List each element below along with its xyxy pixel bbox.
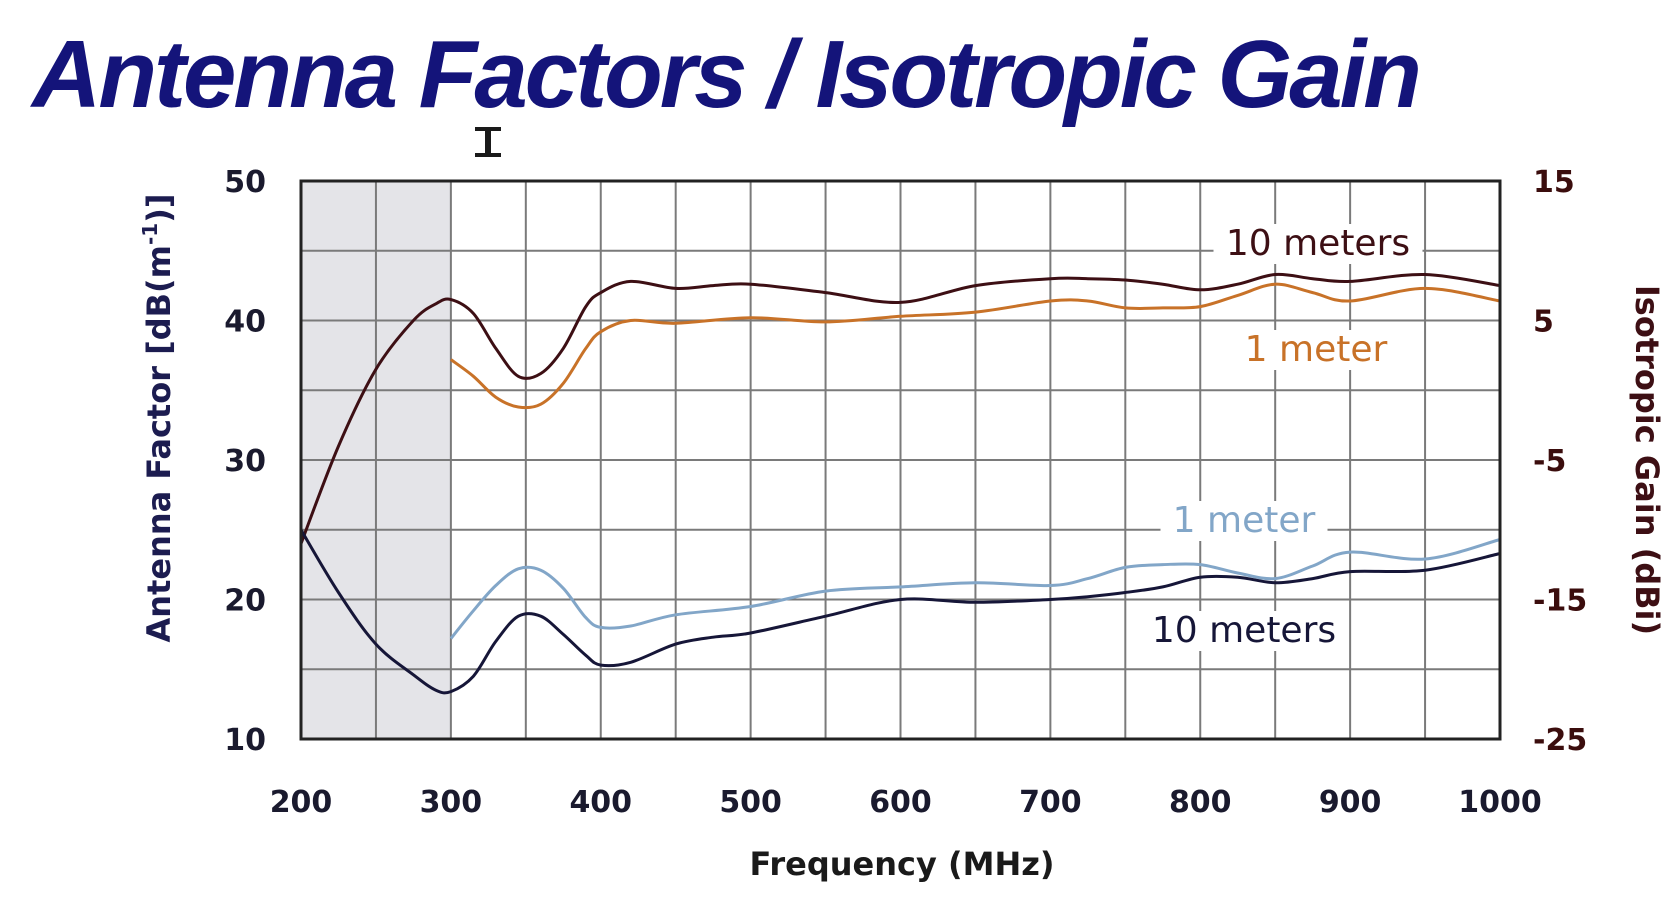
y2-axis-title: Isotropic Gain (dBi): [1628, 285, 1666, 635]
series-label-1m-af-bg: [1160, 501, 1328, 541]
y-axis-title-tail: )]: [140, 194, 178, 223]
x-tick-label: 400: [569, 785, 632, 820]
series-lines: [299, 272, 1501, 695]
x-tick-label: 200: [270, 785, 333, 820]
y-axis-title: Antenna Factor [dB(m-1)]: [138, 194, 178, 643]
x-axis-title: Frequency (MHz): [750, 845, 1055, 883]
series-label-10m-af: 10 meters: [1152, 610, 1336, 651]
series-label-10m-af-bg: [1139, 611, 1349, 651]
y-axis-title-main: Antenna Factor [dB(m: [140, 245, 178, 642]
y2-tick-label: -15: [1533, 584, 1587, 619]
y-tick-label: 10: [224, 723, 266, 758]
x-tick-label: 600: [869, 785, 932, 820]
y-tick-label: 20: [224, 584, 266, 619]
chart-title: Antenna Factors / Isotropic Gain: [30, 21, 1419, 128]
y2-tick-label: -25: [1533, 723, 1587, 758]
gridlines: [301, 181, 1500, 739]
series-10m-antenna-factor-line: [299, 529, 1501, 695]
y2-tick-label: 15: [1533, 165, 1575, 200]
plot-frame: [299, 179, 1502, 741]
y2-tick-label: 5: [1533, 305, 1554, 340]
series-label-1m-gain-bg: [1232, 330, 1400, 370]
x-tick-label: 700: [1019, 785, 1082, 820]
series-label-1m-af: 1 meter: [1173, 500, 1316, 541]
y-tick-label: 50: [224, 165, 266, 200]
x-tick-label: 1000: [1458, 785, 1542, 820]
x-tick-label: 900: [1319, 785, 1382, 820]
series-labels: 10 meters 1 meter 1 meter 10 meters: [1139, 223, 1423, 651]
y-tick-label: 40: [224, 305, 266, 340]
series-label-10m-gain: 10 meters: [1226, 223, 1410, 264]
text-cursor-icon: [475, 127, 501, 157]
y-tick-label: 30: [224, 444, 266, 479]
series-label-1m-gain: 1 meter: [1245, 329, 1388, 370]
series-1m-isotropic-gain-line: [449, 282, 1501, 410]
y2-tick-label: -5: [1533, 444, 1566, 479]
x-tick-label: 300: [420, 785, 483, 820]
series-1m-antenna-factor-line: [449, 538, 1501, 640]
series-10m-isotropic-gain-line: [299, 272, 1501, 545]
x-tick-label: 500: [719, 785, 782, 820]
series-label-10m-gain-bg: [1213, 224, 1423, 264]
tick-labels: 200 300 400 500 600 700 800 900 1000 10 20 30 40 50 -2…: [224, 165, 1587, 820]
y-axis-title-sup: -1: [138, 223, 162, 245]
x-tick-label: 800: [1169, 785, 1232, 820]
